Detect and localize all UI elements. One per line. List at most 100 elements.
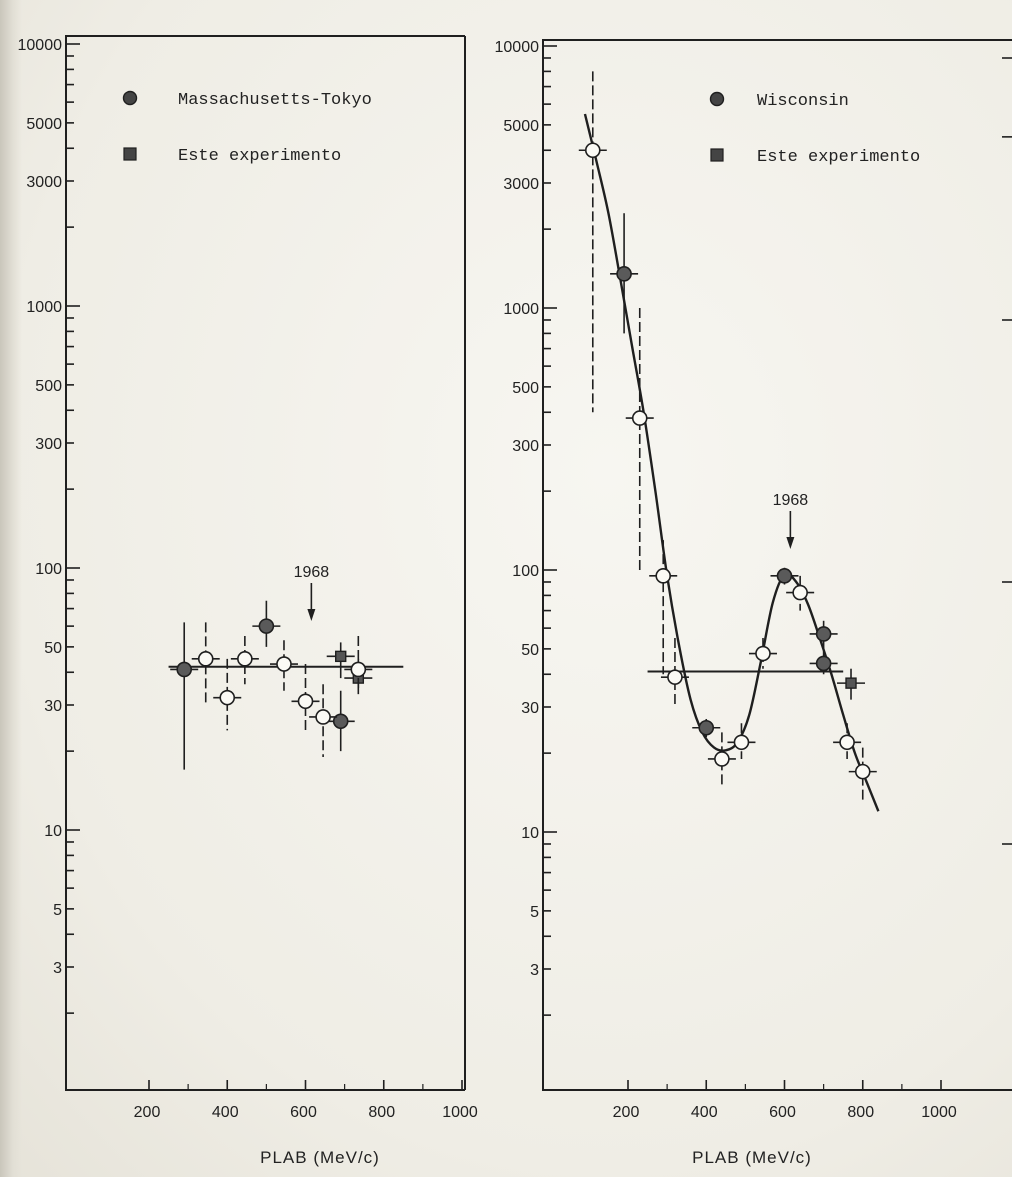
x-axis-label: PLAB (MeV/c) (260, 1148, 380, 1167)
x-tick-label: 400 (691, 1104, 718, 1121)
y-tick-label: 500 (35, 378, 62, 395)
marker-open-circle (755, 645, 771, 662)
data-marks (170, 600, 373, 770)
data-point-open-circle (660, 638, 689, 707)
marker-filled-circle (776, 568, 793, 584)
y-tick-label: 5 (53, 902, 62, 919)
scan-shadow-edge (0, 0, 22, 1177)
marker-filled-circle (616, 266, 632, 282)
data-point-open-circle (848, 747, 877, 803)
y-tick-label: 3 (530, 962, 539, 979)
marker-filled-circle (815, 655, 832, 672)
data-point-filled-circle (809, 651, 838, 675)
marker-filled-circle (815, 626, 832, 642)
marker-open-circle (315, 709, 331, 725)
y-tick-label: 100 (512, 563, 539, 580)
data-point-open-circle (649, 540, 678, 675)
y-tick-label: 3000 (503, 176, 539, 193)
y-tick-label: 300 (512, 438, 539, 455)
y-tick-label: 30 (521, 700, 539, 717)
y-tick-label: 10 (44, 823, 62, 840)
y-tick-label: 1000 (26, 299, 62, 316)
x-axis: 200 400 600 800 1000 (134, 1080, 478, 1121)
y-tick-label: 50 (521, 642, 539, 659)
marker-open-circle (667, 669, 683, 685)
legend-marker-square (710, 148, 724, 162)
marker-open-circle (297, 693, 314, 710)
data-point-open-circle (748, 638, 777, 669)
x-tick-label: 400 (212, 1104, 239, 1121)
data-point-open-circle (191, 622, 220, 705)
marker-open-circle (237, 651, 253, 667)
marker-open-circle (197, 651, 214, 667)
marker-square (845, 677, 857, 689)
legend-entry: Este experimento (757, 148, 920, 167)
x-tick-label: 1000 (921, 1104, 957, 1121)
data-point-open-circle (213, 658, 242, 731)
y-axis: 10000 5000 3000 1000 500 300 100 50 30 10 5 3 (18, 37, 80, 1014)
marker-filled-circle (258, 618, 275, 634)
marker-open-circle (350, 661, 367, 678)
x-tick-label: 800 (847, 1104, 874, 1121)
legend: Wisconsin Este experimento (709, 91, 920, 167)
y-tick-label: 5000 (26, 116, 62, 133)
y-tick-label: 3000 (26, 174, 62, 191)
y-tick-label: 500 (512, 380, 539, 397)
data-point-filled-circle (252, 600, 281, 647)
marker-open-circle (733, 734, 750, 751)
data-point-open-circle (833, 723, 862, 759)
legend: Massachusetts-Tokyo Este experimento (122, 90, 372, 166)
data-point-open-circle (291, 664, 320, 731)
legend-entry: Massachusetts-Tokyo (178, 91, 372, 110)
legend-entry: Este experimento (178, 147, 341, 166)
x-axis-label: PLAB (MeV/c) (692, 1148, 812, 1167)
plot-frame (65, 35, 465, 1091)
marker-open-circle (714, 751, 730, 767)
annotation-label: 1968 (773, 492, 809, 509)
marker-square (335, 650, 347, 663)
data-point-open-circle (269, 640, 298, 691)
y-tick-label: 1000 (503, 301, 539, 318)
annotation-label: 1968 (294, 564, 330, 581)
y-tick-label: 300 (35, 436, 62, 453)
x-tick-label: 800 (368, 1104, 395, 1121)
y-tick-label: 50 (44, 640, 62, 657)
marker-open-circle (631, 410, 648, 426)
data-point-filled-circle (692, 718, 721, 738)
x-tick-label: 600 (769, 1104, 796, 1121)
marker-open-circle (792, 584, 808, 601)
marker-open-circle (655, 568, 672, 584)
data-point-square (326, 642, 355, 679)
marker-open-circle (276, 656, 292, 672)
marker-open-circle (584, 142, 601, 159)
legend-marker-circle (709, 91, 725, 107)
data-point-open-circle (707, 732, 736, 786)
data-point-open-circle (786, 575, 815, 611)
annotation-arrow-head (786, 537, 795, 549)
data-point-open-circle (230, 636, 259, 685)
marker-filled-circle (698, 719, 715, 736)
data-point-open-circle (727, 723, 756, 759)
data-point-open-circle (578, 71, 607, 413)
marker-open-circle (854, 763, 871, 780)
x-tick-label: 600 (290, 1104, 317, 1121)
x-tick-label: 1000 (442, 1104, 478, 1121)
legend-marker-square (123, 147, 137, 161)
y-tick-label: 10 (521, 825, 539, 842)
marker-open-circle (839, 734, 855, 751)
chart-panel-2: 10000 5000 3000 1000 500 300 100 50 30 10 5 3 200 400… (495, 39, 1012, 1167)
data-point-open-circle (625, 308, 654, 570)
x-tick-label: 200 (613, 1104, 640, 1121)
marker-open-circle (219, 689, 236, 706)
marker-filled-circle (332, 713, 349, 730)
data-point-filled-circle (809, 620, 838, 649)
annotation-arrow-head (307, 609, 316, 621)
data-marks (578, 71, 877, 803)
data-point-filled-circle (326, 690, 355, 752)
y-tick-label: 3 (53, 960, 62, 977)
data-point-filled-circle (610, 213, 639, 334)
data-point-open-circle (309, 684, 338, 757)
plot-frame (542, 39, 1012, 1091)
